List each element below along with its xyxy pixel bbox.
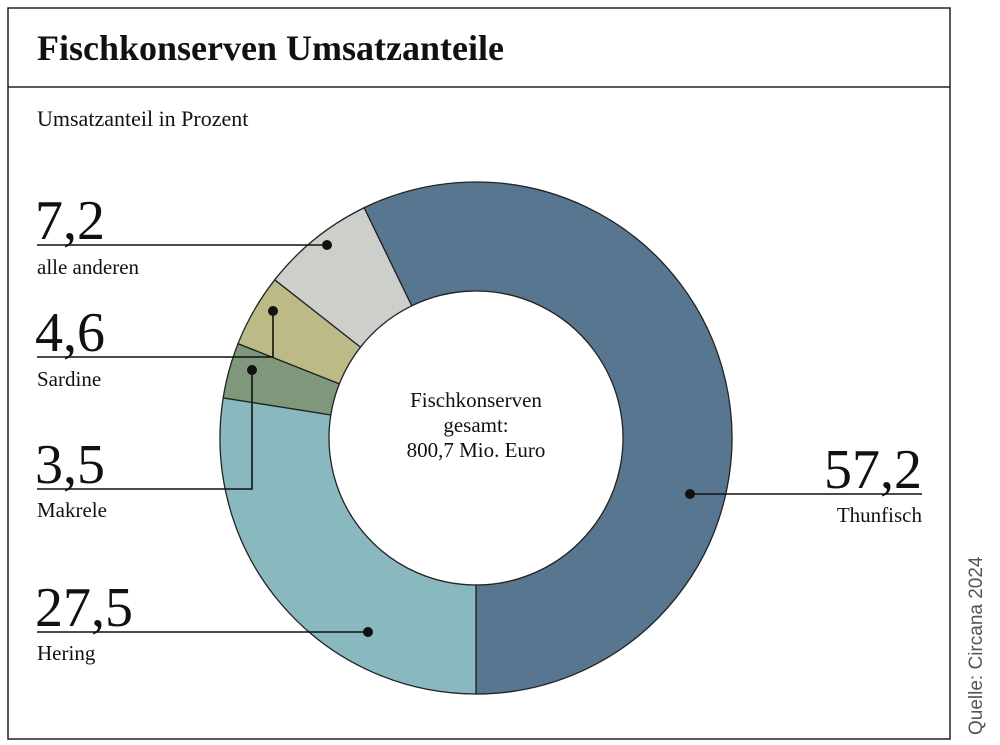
frame (7, 7, 951, 740)
marker-alle-anderen (322, 240, 332, 250)
name-label-alle-anderen: alle anderen (37, 255, 140, 279)
marker-thunfisch (685, 489, 695, 499)
marker-hering (363, 627, 373, 637)
name-label-thunfisch: Thunfisch (837, 503, 923, 527)
center-text-line2: gesamt: (443, 413, 508, 437)
value-label-hering: 27,5 (35, 577, 133, 639)
name-label-sardine: Sardine (37, 367, 101, 391)
leader-sardine (37, 311, 274, 358)
slice-thunfisch (363, 181, 733, 695)
value-label-alle-anderen: 7,2 (35, 190, 105, 252)
source-note: Quelle: Circana 2024 (966, 556, 987, 735)
chart-subtitle: Umsatzanteil in Prozent (37, 106, 248, 131)
slice-hering (219, 397, 477, 695)
value-label-sardine: 4,6 (35, 302, 105, 364)
chart-title: Fischkonserven Umsatzanteile (37, 28, 504, 68)
name-label-hering: Hering (37, 641, 96, 665)
value-label-makrele: 3,5 (35, 434, 105, 496)
marker-makrele (247, 365, 257, 375)
center-text-line1: Fischkonserven (410, 388, 542, 412)
value-label-thunfisch: 57,2 (824, 439, 922, 501)
leader-makrele (37, 370, 253, 490)
marker-sardine (268, 306, 278, 316)
center-text-line3: 800,7 Mio. Euro (407, 438, 546, 462)
name-label-makrele: Makrele (37, 498, 107, 522)
